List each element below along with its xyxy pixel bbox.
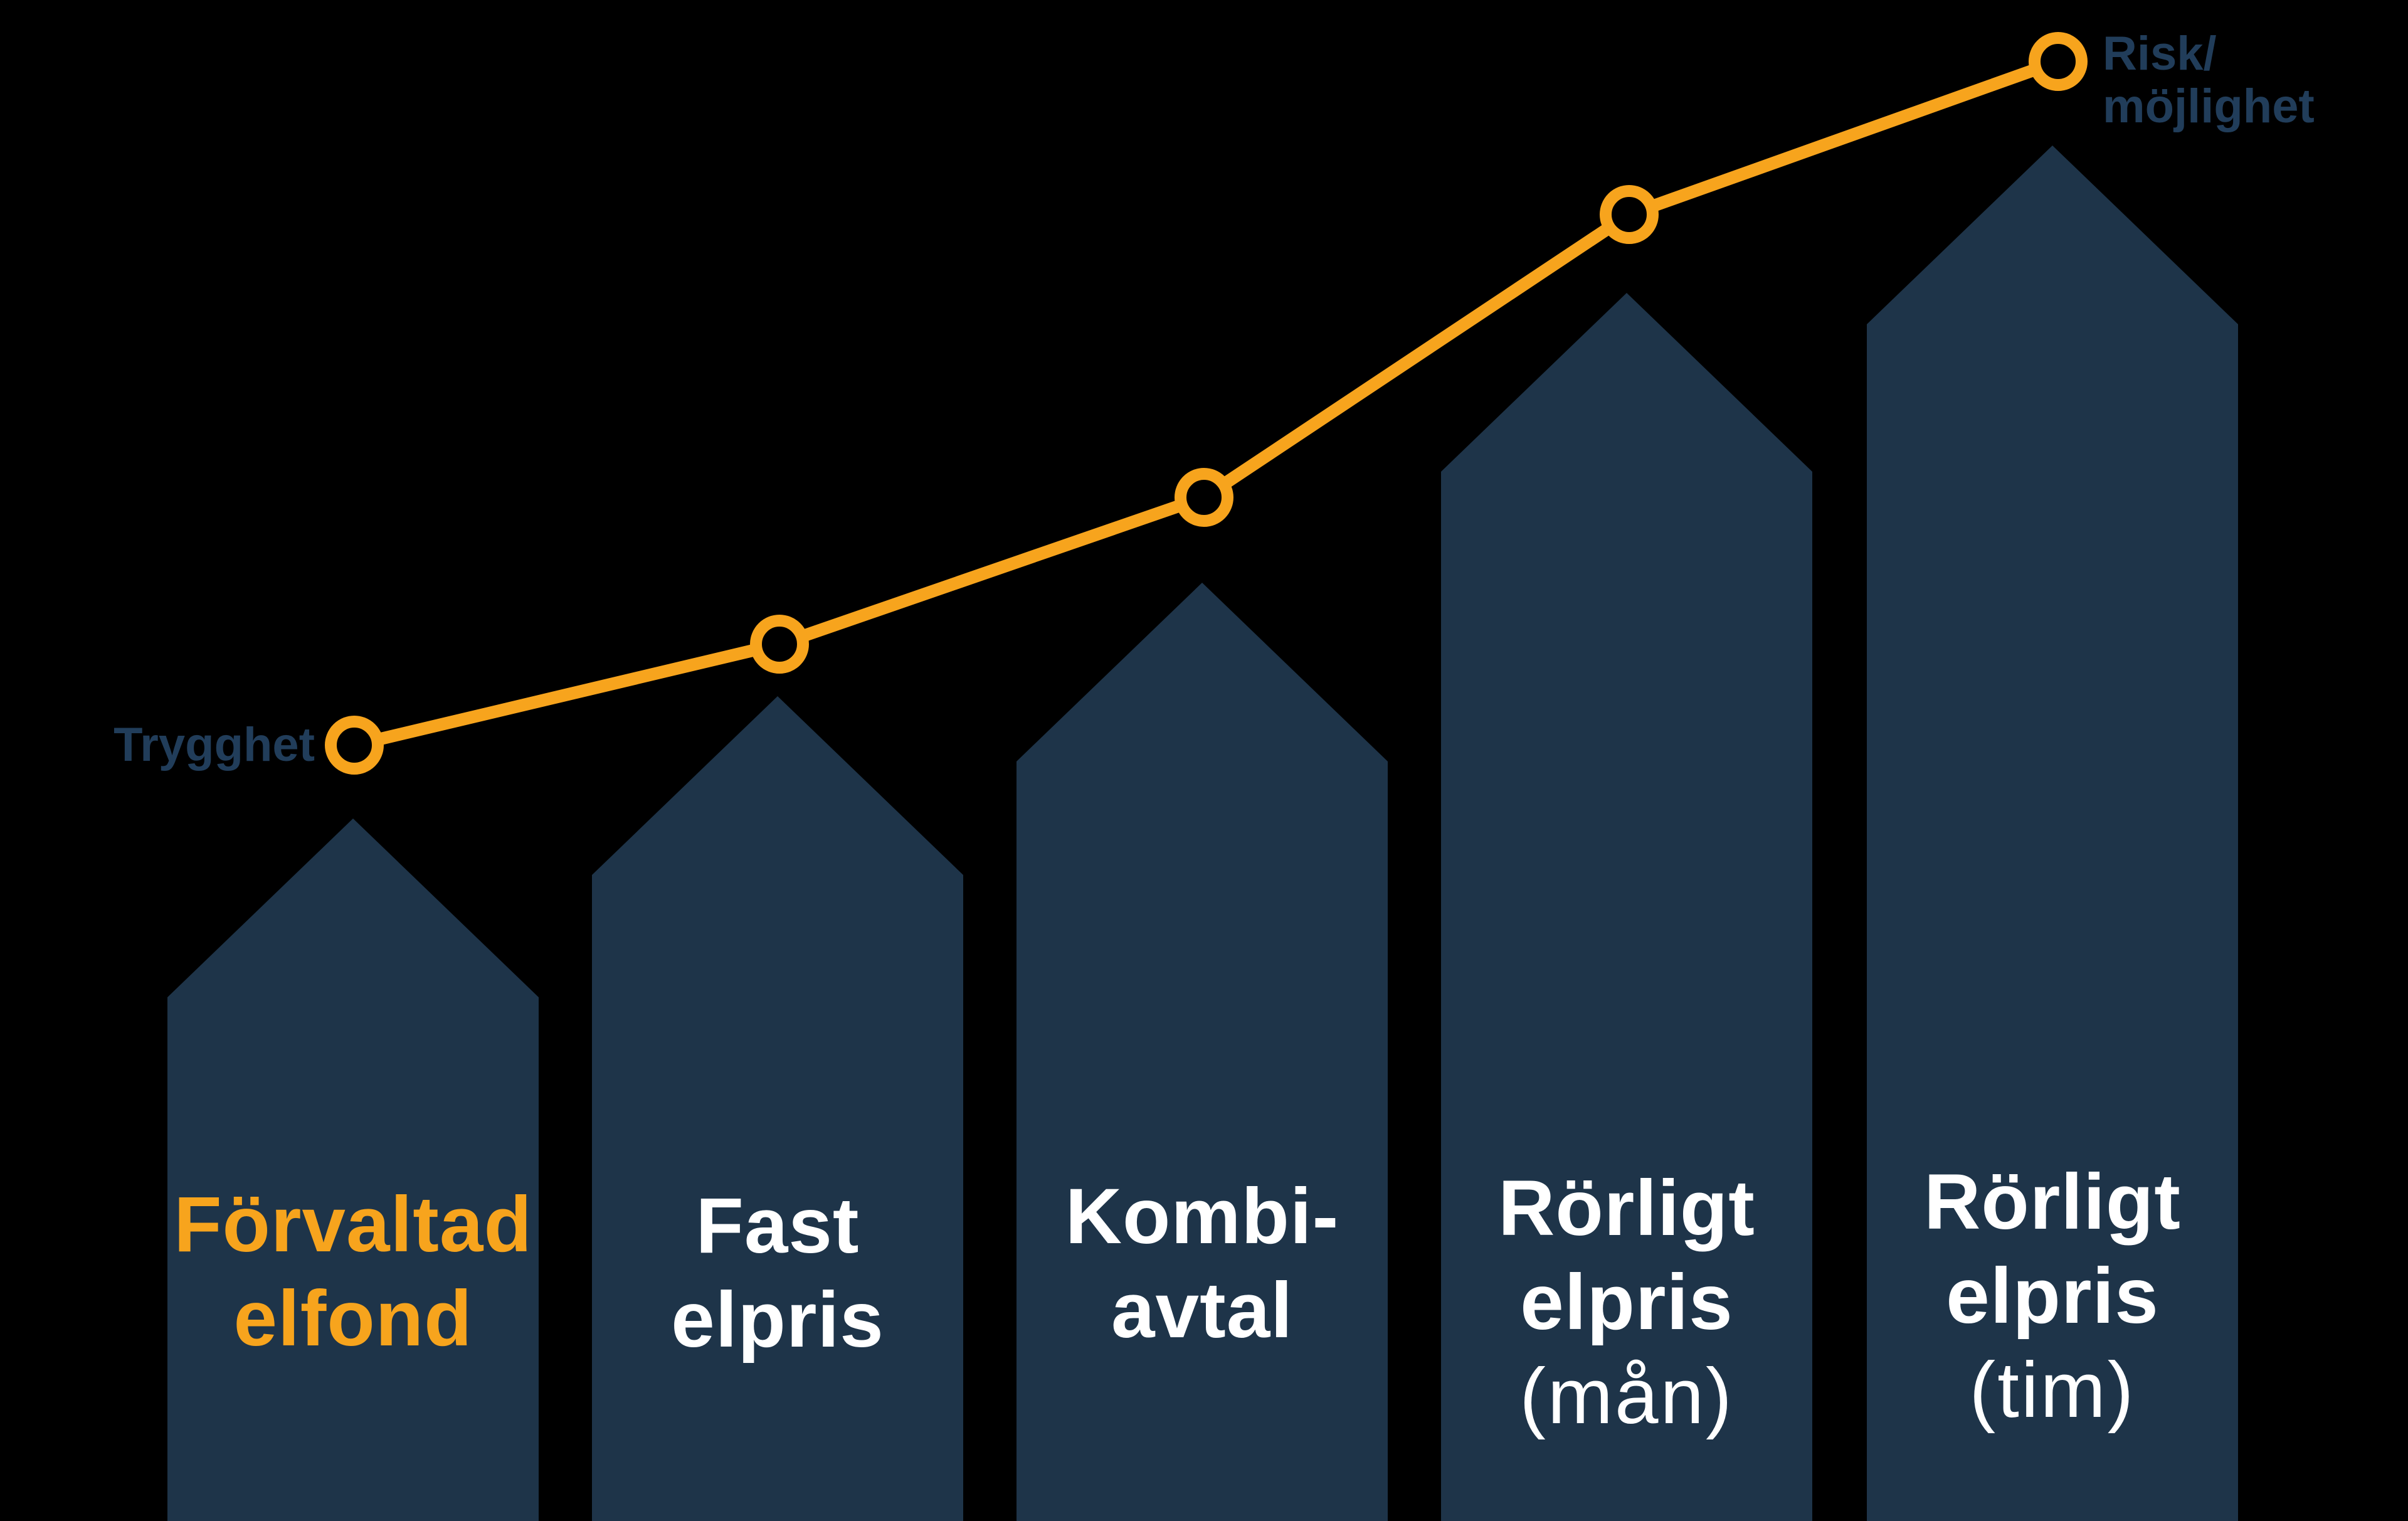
line-marker bbox=[2029, 32, 2088, 91]
bar-label-line: (tim) bbox=[1969, 1347, 2136, 1434]
bar-label-line: Rörligt bbox=[1924, 1158, 2181, 1246]
bar-label-line: Förvaltad bbox=[174, 1181, 532, 1268]
bar-label-line: Fast bbox=[695, 1182, 860, 1269]
bar-label-rorligt-elpris-man: Rörligt elpris (mån) bbox=[1441, 1162, 1812, 1444]
bar-label-forvaltad-elfond: Förvaltad elfond bbox=[167, 1178, 539, 1366]
bar-shape bbox=[1867, 146, 2238, 1521]
bar-label-line: elfond bbox=[233, 1275, 473, 1362]
bar-shape bbox=[1441, 293, 1812, 1521]
line-marker bbox=[1600, 185, 1659, 244]
bar-label-kombi-avtal: Kombi- avtal bbox=[1017, 1170, 1388, 1358]
bar-label-line: (mån) bbox=[1519, 1353, 1734, 1440]
bar-label-line: Rörligt bbox=[1498, 1165, 1755, 1252]
bar-label-line: elpris bbox=[1520, 1259, 1733, 1346]
line-marker bbox=[325, 716, 384, 775]
bar-label-line: elpris bbox=[671, 1276, 884, 1364]
bar-label-line: Kombi- bbox=[1065, 1173, 1339, 1260]
axis-label-risk-mojlighet: Risk/ möjlighet bbox=[2103, 28, 2315, 133]
bar-label-fast-elpris: Fast elpris bbox=[592, 1179, 963, 1367]
axis-label-risk-line2: möjlighet bbox=[2103, 80, 2315, 133]
bar-shape bbox=[1017, 583, 1388, 1521]
line-marker bbox=[750, 615, 809, 674]
bar-label-rorligt-elpris-tim: Rörligt elpris (tim) bbox=[1867, 1155, 2238, 1438]
bar-label-line: avtal bbox=[1111, 1267, 1293, 1354]
axis-label-risk-line1: Risk/ bbox=[2103, 27, 2217, 80]
line-marker bbox=[1175, 468, 1233, 527]
bar-shape bbox=[167, 819, 539, 1521]
bar-label-line: elpris bbox=[1946, 1253, 2159, 1340]
bar-shape bbox=[592, 696, 963, 1521]
axis-label-trygghet: Trygghet bbox=[114, 718, 315, 771]
